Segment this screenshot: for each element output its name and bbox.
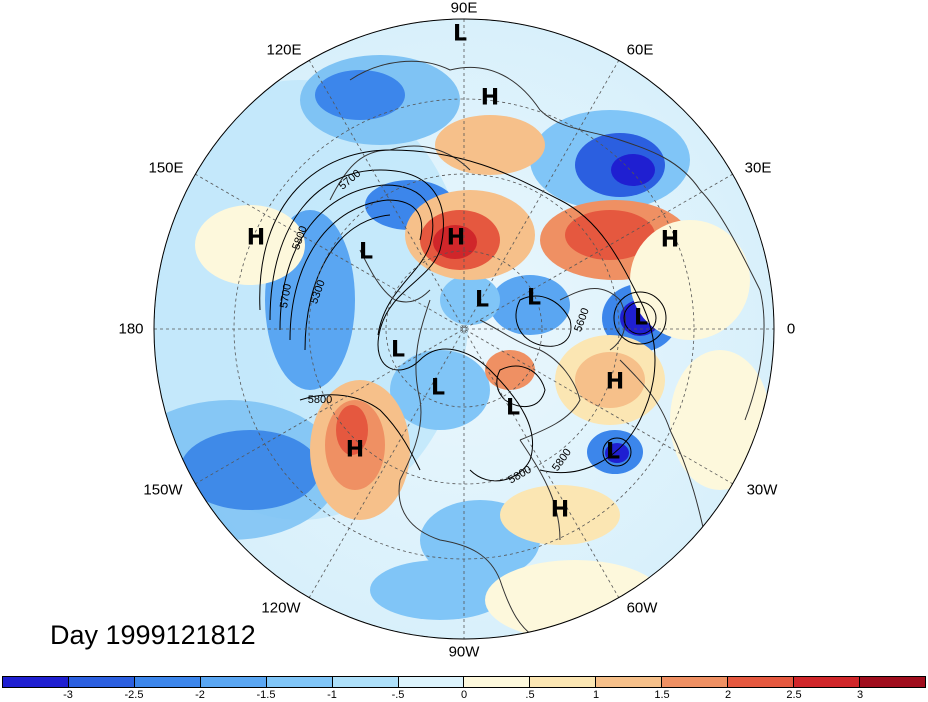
pressure-center-low: L — [474, 287, 490, 313]
pressure-center-low: L — [358, 239, 374, 265]
colorbar-tick-label: 2.5 — [786, 689, 802, 701]
lon-label-30w: 30W — [746, 481, 778, 499]
colorbar-tick-label: -3 — [63, 689, 73, 701]
lon-label-180: 180 — [118, 320, 144, 338]
pressure-center-high: H — [660, 227, 680, 253]
colorbar-segment — [596, 677, 663, 687]
colorbar-tick-label: 1.5 — [654, 689, 670, 701]
pressure-center-high: H — [605, 369, 625, 395]
colorbar-tick-label: 2 — [724, 689, 732, 701]
date-label: Day 1999121812 — [50, 620, 256, 650]
pressure-center-low: L — [390, 337, 406, 363]
colorbar-segment — [68, 677, 135, 687]
colorbar-segment — [134, 677, 201, 687]
pressure-center-high: H — [246, 225, 266, 251]
lon-label-90w: 90W — [448, 643, 480, 661]
colorbar-segment — [398, 677, 465, 687]
lon-label-30e: 30E — [744, 159, 772, 177]
colorbar — [2, 676, 926, 688]
lon-label-120w: 120W — [261, 599, 301, 617]
pressure-center-low: L — [452, 21, 468, 47]
lon-label-150e: 150E — [148, 159, 184, 177]
colorbar-segment — [3, 677, 69, 687]
colorbar-segment — [266, 677, 333, 687]
pressure-center-high: H — [345, 437, 365, 463]
colorbar-tick-label: -.5 — [391, 689, 405, 701]
colorbar-tick-label: .5 — [525, 689, 535, 701]
pressure-center-low: L — [526, 285, 542, 311]
colorbar-segment — [332, 677, 399, 687]
pressure-center-high: H — [446, 225, 466, 251]
lon-label-90e: 90E — [450, 0, 478, 17]
colorbar-tick-label: 1 — [592, 689, 600, 701]
colorbar-segment — [464, 677, 531, 687]
colorbar-segment — [728, 677, 795, 687]
colorbar-segment — [794, 677, 860, 687]
colorbar-tick-label: -1.5 — [256, 689, 276, 701]
lon-label-0: 0 — [786, 320, 796, 338]
lon-label-60e: 60E — [626, 41, 654, 59]
pressure-center-low: L — [430, 375, 446, 401]
colorbar-segment — [662, 677, 729, 687]
lon-label-120e: 120E — [266, 41, 302, 59]
colorbar-segment — [859, 677, 925, 687]
lon-label-150w: 150W — [143, 481, 183, 499]
colorbar-segment — [200, 677, 267, 687]
pressure-center-low: L — [605, 439, 621, 465]
pressure-center-low: L — [633, 305, 649, 331]
colorbar-tick-label: 3 — [856, 689, 864, 701]
colorbar-tick-label: 0 — [460, 689, 468, 701]
pressure-center-high: H — [480, 85, 500, 111]
colorbar-tick-label: -1 — [327, 689, 337, 701]
pressure-center-high: H — [550, 497, 570, 523]
lon-label-60w: 60W — [626, 599, 658, 617]
pressure-center-low: L — [505, 395, 521, 421]
colorbar-segment — [530, 677, 597, 687]
contour-label: 5800 — [307, 394, 333, 406]
colorbar-tick-label: -2 — [195, 689, 205, 701]
anomaly-field — [154, 19, 774, 639]
colorbar-tick-label: -2.5 — [124, 689, 144, 701]
